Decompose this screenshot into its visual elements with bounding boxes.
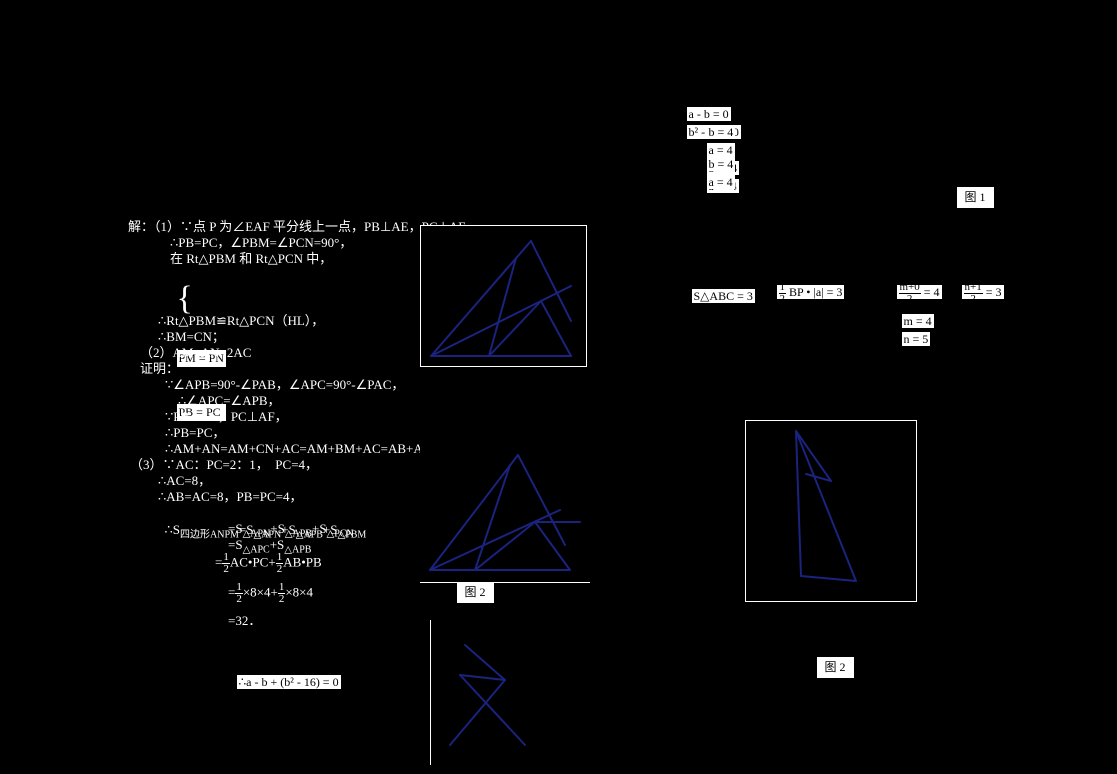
solution-line-6: （2）AM+AN=2AC xyxy=(140,344,251,361)
diagram-3 xyxy=(430,625,560,765)
formula: n+12 = 3 xyxy=(962,285,1004,299)
diagram-svg xyxy=(420,440,590,580)
sub: △PCN xyxy=(327,529,354,540)
right-formula-1: S△ABC = 3 xyxy=(685,270,755,305)
brace-left: { xyxy=(177,282,193,316)
diagram-1 xyxy=(420,225,587,367)
right-formula-4: n+12 = 3 xyxy=(955,265,1004,305)
diagram-2 xyxy=(420,440,590,580)
figure-1-label: 图 1 xyxy=(950,170,994,208)
diagram-svg xyxy=(430,625,560,765)
solution-line-9: ∴∠APC=∠APB， xyxy=(178,392,281,409)
fraction-half: 12 xyxy=(235,582,243,605)
text: BP • |a| = 3 xyxy=(789,285,842,299)
text: AC•PC+ xyxy=(230,554,276,569)
solution-line-15: ∴AB=AC=8，PB=PC=4， xyxy=(158,488,303,505)
bottom-formula: ∴a - b + (b² - 16) = 0 xyxy=(230,656,341,691)
solution-line-10: ∵PB⊥AE，PC⊥AF， xyxy=(165,408,288,425)
figure-2-label-a: 图 2 xyxy=(450,565,494,603)
fraction-half: 12 xyxy=(222,552,230,575)
formula: m = 4 xyxy=(902,314,934,328)
text: ×8×4+ xyxy=(243,584,278,599)
right-formula-2: 12 BP • |a| = 3 xyxy=(770,265,844,305)
solution-line-14: ∴AC=8， xyxy=(158,472,211,489)
solution-line-20: =12×8×4+12×8×4 xyxy=(228,582,313,605)
formula: ∴a - b + (b² - 16) = 0 xyxy=(237,675,341,689)
text: AB•PB xyxy=(283,554,322,569)
solution-line-19: =12AC•PC+12AB•PB xyxy=(215,552,322,575)
right-formula-5: m = 4 n = 5 xyxy=(895,295,937,348)
text: = 3 xyxy=(986,285,1002,299)
formula: a = 4 xyxy=(707,175,735,189)
formula: n = 5 xyxy=(902,332,931,346)
label: 图 1 xyxy=(957,187,994,208)
diagram-svg xyxy=(746,421,916,601)
solution-line-21: =32． xyxy=(228,612,261,629)
solution-line-13: （3）∵AC：PC=2：1， PC=4， xyxy=(130,456,318,473)
text: ∴S xyxy=(165,522,181,537)
fraction-half: 12 xyxy=(779,282,787,305)
solution-line-8: ∵∠APB=90°-∠PAB，∠APC=90°-∠PAC， xyxy=(165,376,404,393)
diagram-2-underline xyxy=(420,582,590,583)
diagram-svg xyxy=(421,226,586,366)
label: 图 2 xyxy=(457,582,494,603)
formula-cluster-top-3: b = 4 a = 4 xyxy=(700,138,742,191)
solution-line-2: ∴PB=PC，∠PBM=∠PCN=90°， xyxy=(170,234,352,251)
formula: S△ABC = 3 xyxy=(692,289,755,303)
diagram-3-leftborder xyxy=(430,620,431,765)
diagram-4 xyxy=(745,420,917,602)
formula: b = 4 xyxy=(707,125,736,139)
solution-line-7: 证明： xyxy=(140,360,179,377)
fraction: n+12 xyxy=(964,282,983,305)
figure-2-label-b: 图 2 xyxy=(810,640,854,678)
label: 图 2 xyxy=(817,657,854,678)
solution-line-4: ∴Rt△PBM≌Rt△PCN（HL）， xyxy=(158,312,324,329)
solution-line-5: ∴BM=CN； xyxy=(158,328,225,345)
formula: 12 BP • |a| = 3 xyxy=(777,285,845,299)
formula: b = 4 xyxy=(707,157,736,171)
solution-line-11: ∴PB=PC， xyxy=(165,424,225,441)
text: ×8×4 xyxy=(285,584,313,599)
